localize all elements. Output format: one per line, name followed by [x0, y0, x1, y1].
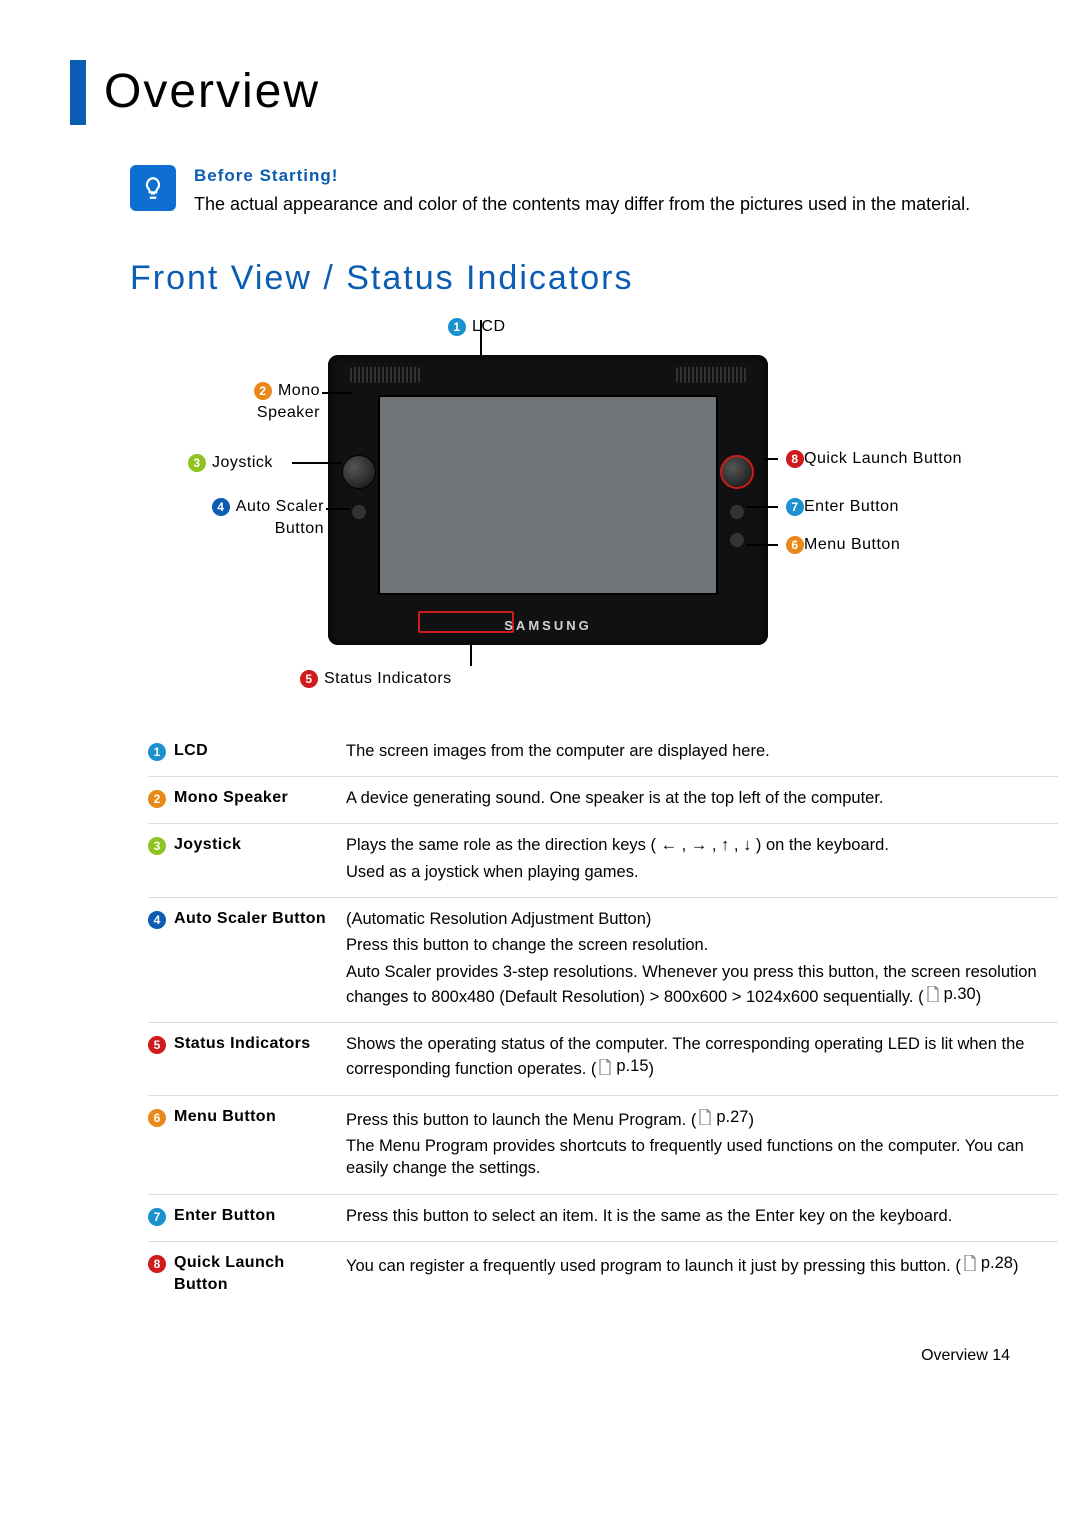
page-ref-icon: p.27: [696, 1106, 748, 1128]
callout-quick-launch: 8Quick Launch Button: [780, 448, 962, 470]
speaker-grille: [676, 367, 746, 383]
speaker-grille: [350, 367, 420, 383]
callout-lcd: 1LCD: [448, 316, 506, 338]
desc-label: Joystick: [174, 834, 346, 856]
num-badge: 4: [148, 911, 166, 929]
desc-text: A device generating sound. One speaker i…: [346, 787, 1058, 813]
page-ref-icon: p.30: [924, 983, 976, 1005]
brand-label: SAMSUNG: [328, 617, 768, 635]
title-accent-bar: [70, 60, 86, 125]
desc-label: Menu Button: [174, 1106, 346, 1128]
info-callout: Before Starting! The actual appearance a…: [130, 165, 1010, 216]
desc-label: Status Indicators: [174, 1033, 346, 1055]
desc-row: 5 Status IndicatorsShows the operating st…: [148, 1022, 1058, 1095]
desc-label: LCD: [174, 740, 346, 762]
page-title: Overview: [104, 60, 320, 125]
num-badge: 8: [148, 1255, 166, 1273]
callout-menu: 6Menu Button: [780, 534, 900, 556]
page-footer: Overview 14: [70, 1345, 1010, 1367]
desc-row: 2 Mono SpeakerA device generating sound. …: [148, 776, 1058, 823]
section-title: Front View / Status Indicators: [130, 256, 1010, 302]
lightbulb-icon: [130, 165, 176, 211]
menu-btn: [730, 533, 744, 547]
auto-scaler-btn: [352, 505, 366, 519]
num-badge: 5: [148, 1036, 166, 1054]
num-badge: 1: [448, 318, 466, 336]
device-screen: [378, 395, 718, 595]
quick-launch-knob: [720, 455, 754, 489]
callout-joystick: 3Joystick: [188, 452, 273, 474]
callout-auto-scaler: 4Auto Scaler Button: [164, 496, 324, 539]
desc-text: Shows the operating status of the comput…: [346, 1033, 1058, 1085]
joystick-knob: [342, 455, 376, 489]
num-badge: 6: [148, 1109, 166, 1127]
desc-row: 7 Enter ButtonPress this button to select…: [148, 1194, 1058, 1241]
page-ref-icon: p.28: [961, 1252, 1013, 1274]
callout-enter: 7Enter Button: [780, 496, 899, 518]
desc-text: (Automatic Resolution Adjustment Button)…: [346, 908, 1058, 1012]
num-badge: 3: [148, 837, 166, 855]
desc-label: Auto Scaler Button: [174, 908, 346, 930]
callout-status-indicators: 5Status Indicators: [300, 668, 452, 690]
num-badge: 2: [148, 790, 166, 808]
desc-row: 8 Quick Launch ButtonYou can register a f…: [148, 1241, 1058, 1305]
page-ref-icon: p.15: [596, 1055, 648, 1077]
info-body: The actual appearance and color of the c…: [194, 192, 970, 216]
num-badge: 1: [148, 743, 166, 761]
desc-label: Quick Launch Button: [174, 1252, 346, 1295]
desc-text: The screen images from the computer are …: [346, 740, 1058, 766]
desc-row: 3 JoystickPlays the same role as the dire…: [148, 823, 1058, 897]
title-block: Overview: [70, 60, 1010, 125]
desc-label: Enter Button: [174, 1205, 346, 1227]
desc-row: 6 Menu ButtonPress this button to launch …: [148, 1095, 1058, 1194]
device-diagram: SAMSUNG 1LCD 2Mono Speaker 3Joystick 4Au…: [170, 320, 1030, 720]
info-heading: Before Starting!: [194, 165, 970, 188]
callout-mono-speaker: 2Mono Speaker: [200, 380, 320, 423]
desc-row: 1 LCDThe screen images from the computer …: [148, 730, 1058, 776]
desc-text: You can register a frequently used progr…: [346, 1252, 1058, 1281]
enter-btn: [730, 505, 744, 519]
desc-text: Plays the same role as the direction key…: [346, 834, 1058, 887]
num-badge: 7: [148, 1208, 166, 1226]
desc-label: Mono Speaker: [174, 787, 346, 809]
description-table: 1 LCDThe screen images from the computer …: [148, 730, 1058, 1305]
desc-text: Press this button to select an item. It …: [346, 1205, 1058, 1231]
desc-row: 4 Auto Scaler Button(Automatic Resolution…: [148, 897, 1058, 1022]
device-body: SAMSUNG: [328, 355, 768, 645]
desc-text: Press this button to launch the Menu Pro…: [346, 1106, 1058, 1184]
